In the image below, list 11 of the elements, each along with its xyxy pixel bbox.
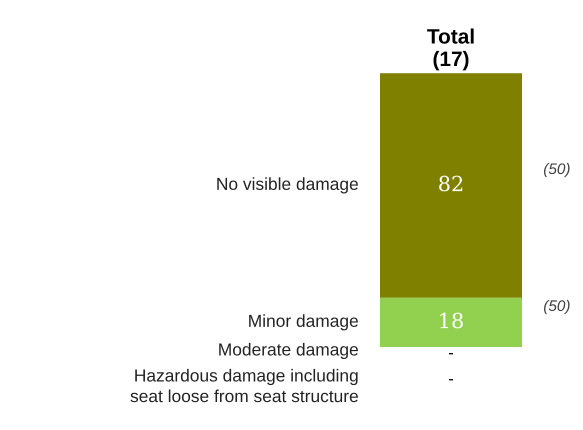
text: (50) (544, 300, 570, 314)
x-tick-label: Total (17) (427, 28, 474, 70)
series-label: No visible damage (217, 177, 358, 194)
data-label: 82 (439, 176, 462, 192)
text: Hazardous damage including seat loose from seat structure (130, 368, 358, 402)
text: (50) (544, 162, 570, 178)
series-label: Minor damage (249, 314, 358, 330)
text: Moderate damage (219, 342, 358, 360)
text: - (448, 353, 454, 354)
data-label: 18 (440, 312, 463, 328)
text: - (448, 379, 454, 380)
